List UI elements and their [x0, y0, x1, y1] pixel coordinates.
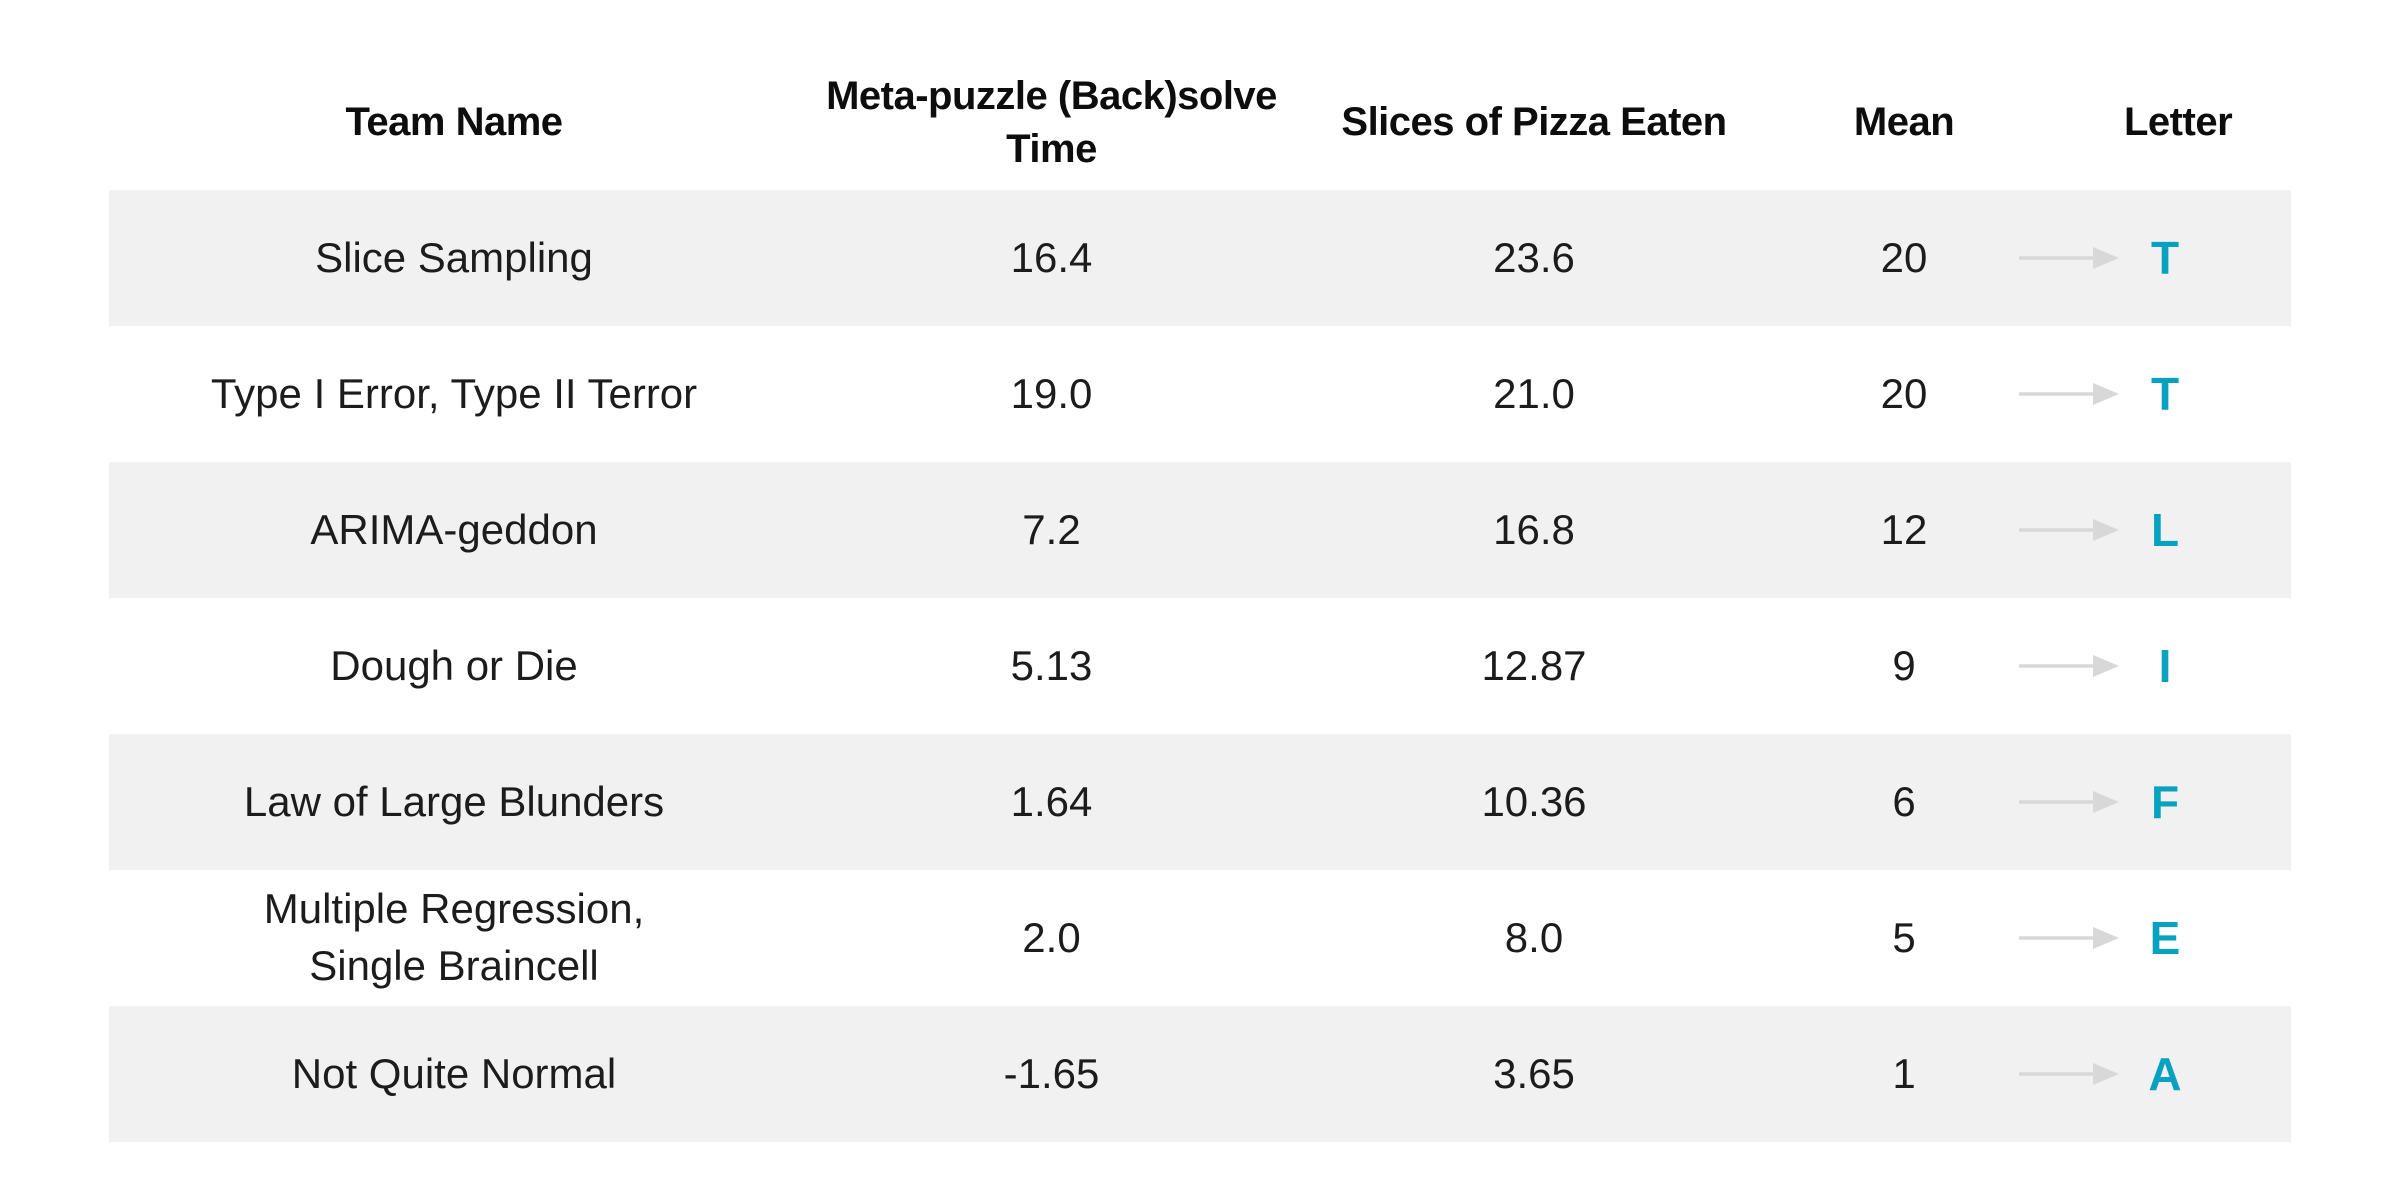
right-arrow-icon — [2019, 519, 2119, 541]
solve-time-cell: 5.13 — [1010, 641, 1093, 689]
letter-cell: A — [2148, 1047, 2182, 1100]
letter-cell: L — [2150, 503, 2180, 556]
right-arrow-icon — [2019, 655, 2119, 677]
header-team-name: Team Name — [345, 100, 563, 145]
table-header-row: Team Name Meta-puzzle (Back)solve Time S… — [109, 55, 2291, 190]
table-row: ARIMA-geddon 7.2 16.8 12 L — [109, 462, 2291, 598]
solve-time-cell: 2.0 — [1022, 913, 1081, 961]
slices-eaten-cell: 21.0 — [1493, 369, 1575, 417]
table-body: Slice Sampling 16.4 23.6 20 T Type I Error, T… — [109, 190, 2291, 1142]
mean-cell: 12 — [1880, 505, 1928, 553]
results-table: Team Name Meta-puzzle (Back)solve Time S… — [109, 55, 2291, 1142]
team-name-cell: Slice Sampling — [109, 230, 799, 287]
slices-eaten-cell: 3.65 — [1493, 1049, 1575, 1097]
mean-cell: 20 — [1880, 369, 1928, 417]
table-row: Multiple Regression, Single Braincell 2.0 8… — [109, 870, 2291, 1006]
arrow-cell — [2014, 651, 2124, 681]
arrow-cell — [2014, 787, 2124, 817]
team-name-text: Dough or Die — [330, 641, 578, 689]
header-mean: Mean — [1853, 100, 1955, 145]
mean-cell: 5 — [1892, 913, 1916, 961]
table-row: Not Quite Normal -1.65 3.65 1 A — [109, 1006, 2291, 1142]
team-name-cell: ARIMA-geddon — [109, 502, 799, 559]
header-solve-time-line1: Meta-puzzle — [826, 73, 1048, 118]
mean-cell: 20 — [1880, 233, 1928, 281]
solve-time-cell: 1.64 — [1010, 777, 1093, 825]
arrow-cell — [2014, 923, 2124, 953]
table-row: Type I Error, Type II Terror 19.0 21.0 20 T — [109, 326, 2291, 462]
team-name-cell: Not Quite Normal — [109, 1046, 799, 1103]
team-name-text: Not Quite Normal — [291, 1049, 617, 1097]
header-solve-time-line2: (Back)solve Time — [1006, 73, 1277, 171]
header-solve-time: Meta-puzzle (Back)solve Time — [799, 70, 1304, 176]
team-name-text: Single Braincell — [309, 942, 599, 989]
header-letter: Letter — [2124, 100, 2233, 145]
header-slices: Slices of Pizza Eaten — [1341, 100, 1727, 145]
letter-cell: F — [2150, 775, 2180, 828]
team-name-cell: Dough or Die — [109, 638, 799, 695]
mean-cell: 9 — [1892, 641, 1916, 689]
table-row: Dough or Die 5.13 12.87 9 I — [109, 598, 2291, 734]
slices-eaten-cell: 16.8 — [1493, 505, 1575, 553]
slices-eaten-cell: 8.0 — [1504, 913, 1564, 961]
solve-time-cell: 19.0 — [1010, 369, 1093, 417]
team-name-text: Slice Sampling — [315, 233, 593, 281]
slices-eaten-cell: 23.6 — [1493, 233, 1575, 281]
team-name-cell: Type I Error, Type II Terror — [109, 366, 799, 423]
solve-time-cell: 7.2 — [1022, 505, 1081, 553]
arrow-cell — [2014, 1059, 2124, 1089]
team-name-cell: Law of Large Blunders — [109, 774, 799, 831]
arrow-cell — [2014, 515, 2124, 545]
right-arrow-icon — [2019, 247, 2119, 269]
right-arrow-icon — [2019, 927, 2119, 949]
team-name-text: Type I Error, Type II Terror — [210, 369, 698, 417]
letter-cell: E — [2149, 911, 2181, 964]
arrow-cell — [2014, 243, 2124, 273]
right-arrow-icon — [2019, 1063, 2119, 1085]
table-row: Law of Large Blunders 1.64 10.36 6 F — [109, 734, 2291, 870]
slices-eaten-cell: 10.36 — [1481, 777, 1587, 825]
table-row: Slice Sampling 16.4 23.6 20 T — [109, 190, 2291, 326]
team-name-text: Multiple Regression, — [263, 885, 645, 933]
mean-cell: 6 — [1892, 777, 1916, 825]
solve-time-cell: 16.4 — [1010, 233, 1093, 281]
letter-cell: T — [2150, 231, 2180, 284]
team-name-text: Law of Large Blunders — [243, 777, 665, 825]
arrow-cell — [2014, 379, 2124, 409]
solve-time-cell: -1.65 — [1003, 1049, 1100, 1097]
right-arrow-icon — [2019, 383, 2119, 405]
team-name-text: ARIMA-geddon — [310, 505, 598, 553]
mean-cell: 1 — [1892, 1049, 1916, 1097]
team-name-cell: Multiple Regression, Single Braincell — [109, 881, 799, 994]
letter-cell: T — [2150, 367, 2180, 420]
right-arrow-icon — [2019, 791, 2119, 813]
letter-cell: I — [2158, 639, 2172, 692]
slices-eaten-cell: 12.87 — [1481, 641, 1587, 689]
